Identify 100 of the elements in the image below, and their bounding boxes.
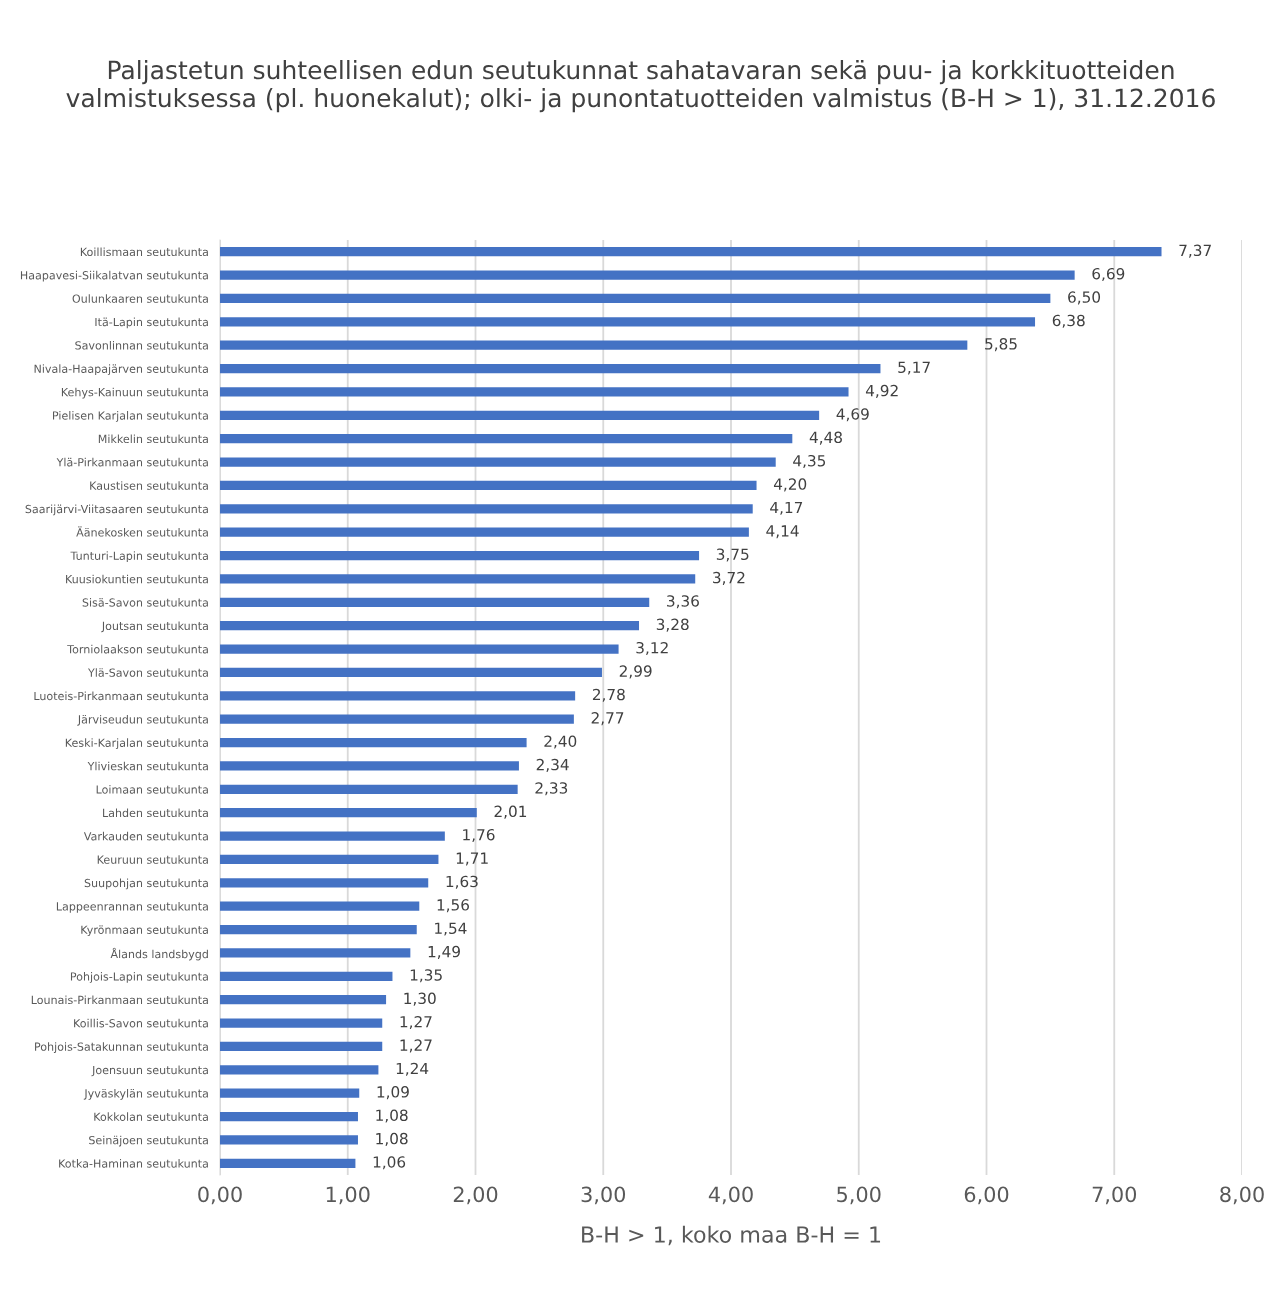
y-tick-label: Luoteis-Pirkanmaan seutukunta [34,691,208,701]
y-tick-label: Oulunkaaren seutukunta [72,294,208,303]
y-tick-label: Itä-Lapin seutukunta [95,317,208,329]
data-label: 5,85 [985,338,1017,352]
bar [220,317,1036,327]
bar [220,971,393,981]
y-tick-label: Kyrönmaan seutukunta [81,925,208,937]
bar [220,293,1051,304]
bar [220,1111,358,1122]
x-tick-label: 1,00 [326,1186,370,1205]
y-tick-label: Jyväskylän seutukunta [83,1088,208,1100]
y-tick-label: Koillis-Savon seutukunta [74,1018,208,1028]
bar [220,527,749,537]
data-label: 4,20 [773,478,807,492]
bar [220,761,519,771]
y-tick-label: Tunturi-Lapin seutukunta [70,551,208,563]
x-tick-label: 6,00 [964,1186,1009,1205]
bar [220,387,849,397]
data-label: 2,33 [535,782,568,796]
data-label: 1,27 [400,1015,432,1030]
data-label: 3,12 [636,641,668,656]
data-label: 1,27 [400,1039,432,1053]
data-label: 4,92 [865,384,898,398]
x-tick-label: 5,00 [837,1186,881,1205]
data-label: 2,77 [591,712,624,726]
data-label: 3,72 [713,571,745,585]
data-label: 2,99 [619,665,652,679]
y-tick-label: Sisä-Savon seutukunta [82,598,208,607]
bar [220,363,881,374]
data-label: 2,34 [536,758,569,772]
data-label: 1,30 [404,992,436,1006]
bar [220,621,640,631]
y-tick-label: Ylivieskan seutukunta [87,761,208,771]
data-label: 1,08 [376,1109,408,1123]
data-label: 5,17 [898,361,930,375]
y-tick-label: Lappeenrannan seutukunta [56,901,208,913]
y-tick-label: Kotka-Haminan seutukunta [59,1159,208,1168]
y-tick-label: Järviseudun seutukunta [77,714,208,726]
bar [220,1158,356,1168]
bar [220,878,429,888]
data-label: 6,38 [1052,314,1085,328]
data-label: 1,09 [377,1086,409,1100]
bar [220,714,574,724]
y-tick-label: Haapavesi-Siikalatvan seutukunta [20,270,208,282]
chart-title: Paljastetun suhteellisen edun seutukunnat sahatavaran sekä puu- ja korkkituotteiden valmistuksessa (pl. huonekalut); olki- ja punontatuotteiden valmistus (B-H > 1), 31.12.2016 [66,60,1215,113]
y-tick-label: Torniolaakson seutukunta [67,644,208,654]
x-tick-label: 2,00 [453,1186,498,1205]
bar [220,691,576,701]
data-label: 1,08 [376,1132,408,1146]
data-label: 2,01 [494,805,527,819]
bar [220,1135,358,1145]
data-label: 4,14 [766,525,799,539]
data-label: 4,69 [836,408,869,422]
data-label: 7,37 [1179,244,1211,258]
y-tick-label: Nivala-Haapajärven seutukunta [34,364,208,376]
y-tick-label: Saarijärvi-Viitasaaren seutukunta [25,504,208,516]
data-label: 1,56 [437,899,470,913]
bar [220,1088,360,1098]
bar [220,504,753,514]
data-label: 1,63 [446,875,478,889]
bar [220,550,700,561]
data-label: 4,48 [809,431,842,445]
y-tick-label: Ålands landsbygd [110,947,208,961]
bar [220,901,420,911]
data-label: 4,35 [793,454,826,469]
x-axis-title: B-H > 1, koko maa B-H = 1 [582,1225,881,1246]
data-label: 1,49 [428,945,460,959]
data-label: 2,78 [592,688,625,702]
y-tick-label: Varkauden seutukunta [83,831,208,841]
y-tick-label: Joutsan seutukunta [101,621,208,633]
bar [220,737,527,748]
x-tick-label: 3,00 [581,1186,626,1205]
bar [220,831,445,841]
bar [220,1018,383,1028]
data-label: 3,36 [667,595,699,609]
bar [220,340,968,350]
data-label: 6,69 [1092,267,1125,282]
y-tick-label: Kokkolan seutukunta [94,1112,208,1121]
y-tick-label: Kehys-Kainuun seutukunta [61,387,208,399]
x-tick-label: 8,00 [1220,1186,1264,1205]
bar [220,948,411,958]
bar [220,808,477,818]
data-label: 1,35 [410,969,442,983]
bar [220,924,417,935]
y-tick-label: Kaustisen seutukunta [90,481,208,490]
y-tick-label: Äänekosken seutukunta [76,526,208,537]
bar [220,457,776,467]
bar [220,480,757,491]
y-tick-label: Lounais-Pirkanmaan seutukunta [31,995,208,1005]
bar [220,597,650,607]
data-label: 4,17 [770,501,803,515]
data-label: 1,71 [456,852,488,866]
bar [220,667,602,678]
bar [220,1065,379,1075]
bar [220,434,793,444]
bar [220,1041,383,1052]
y-tick-label: Loimaan seutukunta [96,785,208,794]
y-tick-label: Mikkelin seutukunta [98,434,208,444]
y-tick-label: Koillismaan seutukunta [80,247,208,257]
y-tick-label: Savonlinnan seutukunta [75,340,208,350]
